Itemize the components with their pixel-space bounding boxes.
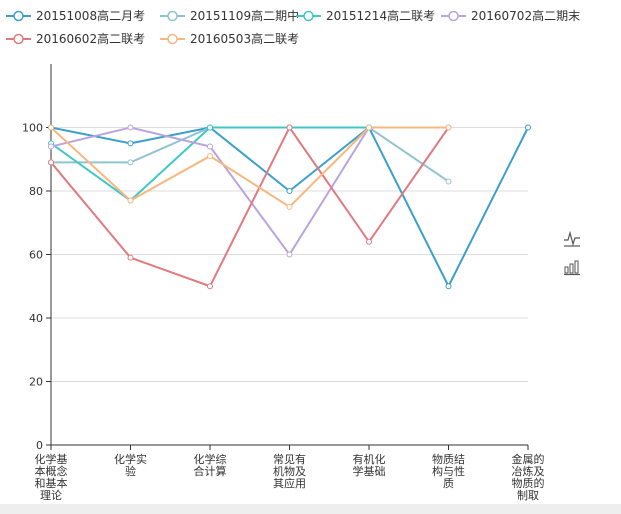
data-point[interactable] xyxy=(207,143,213,150)
data-point[interactable] xyxy=(127,159,134,166)
series-line xyxy=(50,125,450,288)
legend: 20151008高二月考 20151109高二期中 20151214高二联考 2016… xyxy=(6,8,580,46)
data-point[interactable] xyxy=(366,238,372,245)
y-tick-label: 40 xyxy=(29,312,43,325)
data-point[interactable] xyxy=(445,283,452,290)
data-point[interactable] xyxy=(366,124,372,131)
legend-label: 20160702高二期末 xyxy=(471,8,580,23)
data-point[interactable] xyxy=(48,159,54,166)
x-tick-label: 化学综合计算 xyxy=(194,452,227,478)
x-tick-label: 物质结构与性质 xyxy=(432,452,465,490)
data-point[interactable] xyxy=(286,188,293,194)
series-line xyxy=(50,126,369,202)
x-tick-label: 常见有机物及其应用 xyxy=(273,452,306,490)
data-point[interactable] xyxy=(286,124,293,131)
legend-item[interactable]: 20151109高二期中 xyxy=(160,8,299,23)
legend-marker xyxy=(13,10,24,22)
legend-marker xyxy=(167,10,178,22)
y-tick-label: 0 xyxy=(36,439,43,452)
legend-label: 20160503高二联考 xyxy=(190,31,299,46)
data-point[interactable] xyxy=(127,197,134,204)
series-line xyxy=(51,126,450,183)
line-chart-icon[interactable] xyxy=(562,230,582,248)
legend-item[interactable]: 20160503高二联考 xyxy=(160,31,299,46)
data-point[interactable] xyxy=(445,124,452,131)
legend-label: 20151008高二月考 xyxy=(36,8,145,23)
axes: 0 20 40 60 80 100 化学基本概念和基本理论 化学实验 化学综合计算 常见有机物及其… xyxy=(22,64,545,502)
bar-chart-icon[interactable] xyxy=(562,258,582,276)
y-tick-label: 80 xyxy=(29,185,43,198)
data-point[interactable] xyxy=(48,143,54,150)
data-point[interactable] xyxy=(525,124,531,131)
legend-label: 20151109高二期中 xyxy=(190,8,299,23)
series-line xyxy=(50,126,449,209)
data-point[interactable] xyxy=(127,124,134,131)
x-tick-label: 金属的冶炼及物质的制取 xyxy=(512,452,545,502)
data-point[interactable] xyxy=(286,251,293,258)
data-point[interactable] xyxy=(127,140,134,147)
legend-label: 20151214高二联考 xyxy=(326,8,435,23)
data-point[interactable] xyxy=(207,283,213,290)
legend-marker xyxy=(448,10,459,22)
legend-item[interactable]: 20151214高二联考 xyxy=(296,8,435,23)
legend-item[interactable]: 20151008高二月考 xyxy=(6,8,145,23)
data-point[interactable] xyxy=(445,178,452,185)
series-points xyxy=(48,124,531,290)
x-tick-label: 有机化学基础 xyxy=(353,452,386,478)
bottom-strip xyxy=(0,504,621,514)
data-point[interactable] xyxy=(48,124,54,131)
y-tick-label: 20 xyxy=(29,376,43,389)
y-tick-label: 60 xyxy=(29,249,43,262)
legend-marker xyxy=(303,10,314,22)
data-point[interactable] xyxy=(207,124,213,131)
legend-marker xyxy=(13,33,24,45)
legend-item[interactable]: 20160702高二期末 xyxy=(441,8,580,23)
data-point[interactable] xyxy=(286,203,293,210)
y-tick-label: 100 xyxy=(22,122,43,135)
legend-marker xyxy=(167,33,178,45)
legend-item[interactable]: 20160602高二联考 xyxy=(6,31,145,46)
x-tick-label: 化学基本概念和基本理论 xyxy=(35,452,68,502)
data-point[interactable] xyxy=(127,254,134,261)
legend-label: 20160602高二联考 xyxy=(36,31,145,46)
data-point[interactable] xyxy=(207,153,213,160)
x-tick-label: 化学实验 xyxy=(114,452,147,478)
toolbox xyxy=(562,230,584,280)
